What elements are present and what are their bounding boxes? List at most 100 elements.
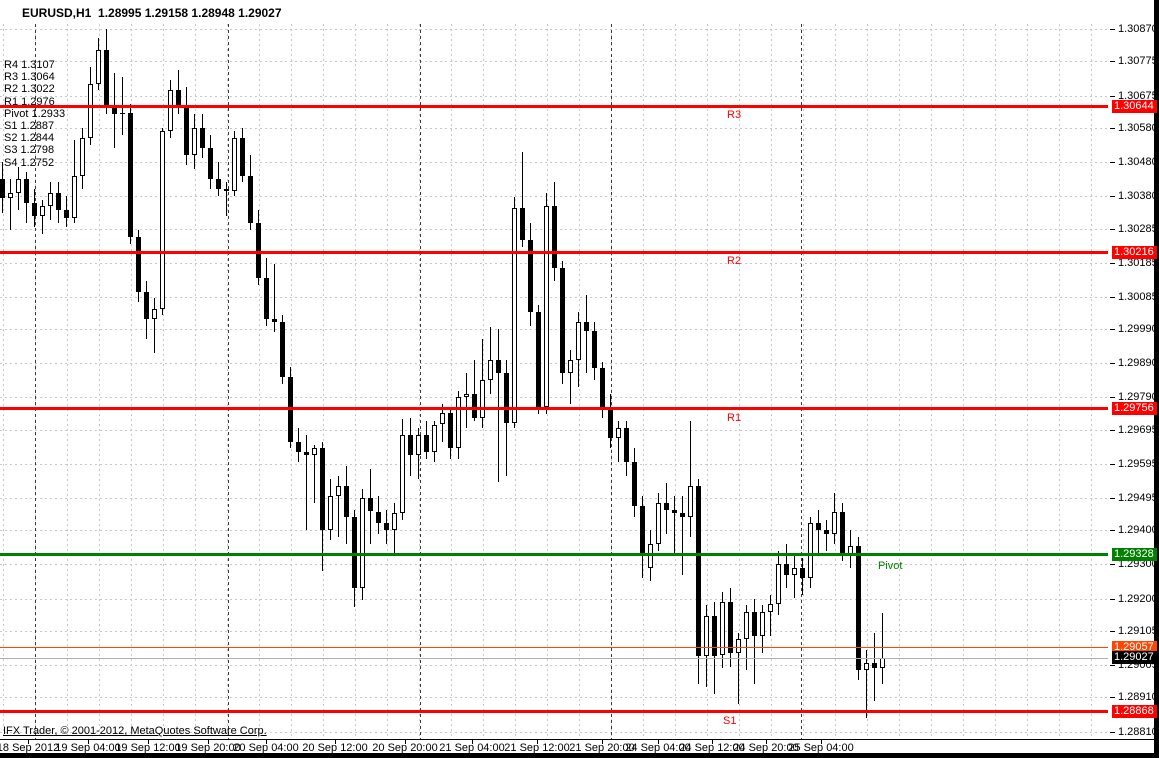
price-axis-tick <box>1110 61 1115 63</box>
price-axis-label: 1.30085 <box>1118 290 1158 303</box>
candle-down <box>280 322 285 377</box>
price-axis-tick <box>1110 564 1115 566</box>
time-axis-tick <box>537 739 538 744</box>
time-axis-label: 24 Sep 12:00 <box>679 742 745 754</box>
candle-up <box>616 428 621 439</box>
price-axis-label: 1.29400 <box>1118 524 1158 537</box>
candle-down <box>872 663 877 669</box>
candle-down <box>104 49 109 108</box>
grid-line-horizontal <box>0 697 1108 699</box>
day-separator-line <box>611 24 612 739</box>
level-line-r3[interactable] <box>0 104 1108 108</box>
candle-up <box>704 615 709 657</box>
time-axis-label: 19 Sep 12:00 <box>115 742 181 754</box>
time-axis-label: 19 Sep 20:00 <box>175 742 241 754</box>
candle-wick <box>314 445 315 503</box>
candle-up <box>576 322 581 360</box>
pivot-legend-item: R2 1.3022 <box>4 83 55 96</box>
candle-down <box>248 175 253 224</box>
grid-line-horizontal <box>0 127 1108 129</box>
candle-down <box>352 516 357 589</box>
grid-line-horizontal <box>0 296 1108 298</box>
candle-down <box>560 267 565 374</box>
price-axis-label: 1.29990 <box>1118 323 1158 336</box>
candle-wick <box>474 359 475 422</box>
candle-down <box>800 567 805 578</box>
pivot-legend-item: Pivot 1.2933 <box>4 107 66 120</box>
chart-area[interactable]: R3 R2 R1 Pivot S1 <box>0 0 1108 740</box>
candle-up <box>80 138 85 176</box>
grid-line-horizontal <box>0 564 1108 566</box>
candle-wick <box>154 298 155 353</box>
candle-up <box>792 567 797 575</box>
candle-down <box>712 615 717 657</box>
grid-line-vertical <box>131 24 132 739</box>
candle-down <box>600 368 605 408</box>
grid-line-horizontal <box>0 731 1108 733</box>
grid-line-horizontal <box>0 598 1108 600</box>
price-axis-label: 1.29890 <box>1118 357 1158 370</box>
candle-down <box>640 506 645 555</box>
candle-down <box>344 485 349 517</box>
candle-up <box>488 359 493 381</box>
time-axis-label: 21 Sep 20:00 <box>569 742 635 754</box>
candle-down <box>592 330 597 369</box>
grid-line-vertical <box>99 24 100 739</box>
current-price-line <box>0 657 1108 659</box>
candle-wick <box>274 264 275 333</box>
candle-down <box>0 179 5 198</box>
grid-line-vertical <box>227 24 228 739</box>
price-axis-tick <box>1110 630 1115 632</box>
price-axis-label: 1.29790 <box>1118 391 1158 404</box>
grid-line-vertical <box>259 24 260 739</box>
grid-line-horizontal <box>0 497 1108 499</box>
candle-up <box>360 497 365 589</box>
price-axis-label: 1.29300 <box>1118 558 1158 571</box>
candle-down <box>624 428 629 463</box>
price-badge: 1.29057 <box>1112 640 1157 654</box>
level-line-pivot[interactable] <box>0 553 1108 557</box>
time-axis-tick <box>28 739 29 744</box>
candle-wick <box>466 373 467 428</box>
level-line-r2[interactable] <box>0 250 1108 254</box>
level-label-s1: S1 <box>723 714 737 727</box>
window-bottom-border <box>0 753 1159 758</box>
candle-down <box>112 107 117 115</box>
candle-up <box>328 496 333 531</box>
day-separator-line <box>801 24 802 739</box>
price-axis-tick <box>1110 196 1115 198</box>
candle-wick <box>42 199 43 234</box>
price-badge: 1.29756 <box>1112 402 1157 416</box>
price-axis-tick <box>1110 262 1115 264</box>
candle-up <box>688 485 693 517</box>
candle-down <box>32 202 37 217</box>
grid-line-vertical <box>707 24 708 739</box>
candle-down <box>184 107 189 156</box>
grid-line-horizontal <box>0 397 1108 399</box>
time-axis-tick <box>148 739 149 744</box>
level-label-r1: R1 <box>727 411 742 424</box>
candle-up <box>864 663 869 671</box>
level-line-s1[interactable] <box>0 710 1108 714</box>
candle-down <box>408 434 413 456</box>
candle-up <box>544 206 549 408</box>
time-axis-tick <box>208 739 209 744</box>
candle-down <box>144 291 149 319</box>
candle-down <box>504 373 509 423</box>
candle-up <box>168 90 173 132</box>
candle-up <box>40 206 45 217</box>
level-line-r1[interactable] <box>0 407 1108 411</box>
candle-up <box>568 359 573 374</box>
candle-wick <box>794 554 795 599</box>
level-line-order[interactable] <box>0 646 1108 648</box>
price-axis-tick <box>1110 497 1115 499</box>
candle-up <box>744 612 749 640</box>
window-right-border <box>1154 0 1159 758</box>
price-axis-tick <box>1110 296 1115 298</box>
price-badge: 1.30644 <box>1112 99 1157 113</box>
candle-up <box>400 434 405 514</box>
grid-line-horizontal <box>0 61 1108 63</box>
grid-line-horizontal <box>0 463 1108 465</box>
price-axis[interactable] <box>1108 0 1155 758</box>
candle-down <box>200 127 205 149</box>
